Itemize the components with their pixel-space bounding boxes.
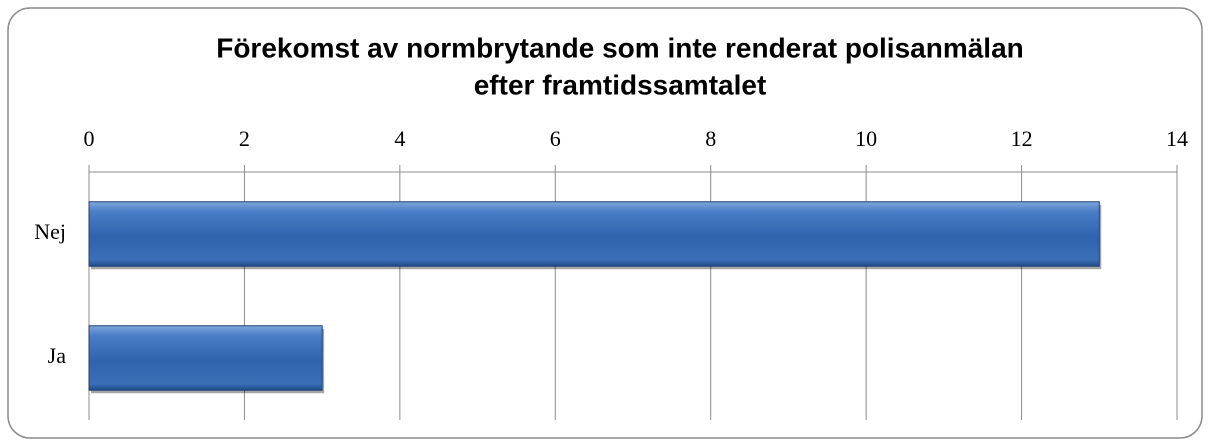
x-tick-label: 8 (705, 126, 716, 151)
x-tick-label: 14 (1166, 126, 1188, 151)
x-tick-label: 6 (550, 126, 561, 151)
y-tick-label: Nej (34, 219, 66, 244)
bar (88, 201, 1100, 267)
x-tick-label: 10 (855, 126, 877, 151)
chart-title: efter framtidssamtalet (474, 69, 767, 100)
x-tick-label: 12 (1011, 126, 1033, 151)
x-tick-label: 0 (84, 126, 95, 151)
x-tick-label: 4 (394, 126, 405, 151)
bar (88, 325, 323, 391)
x-tick-label: 2 (239, 126, 250, 151)
chart-title: Förekomst av normbrytande som inte rende… (216, 32, 1024, 63)
y-tick-label: Ja (48, 343, 67, 368)
